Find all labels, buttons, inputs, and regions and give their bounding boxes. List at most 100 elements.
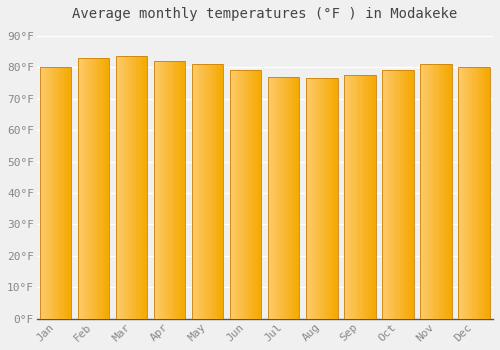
Bar	[65, 67, 66, 319]
Bar	[306, 78, 338, 319]
Bar	[116, 56, 117, 319]
Bar	[366, 75, 367, 319]
Bar	[400, 70, 401, 319]
Bar	[319, 78, 320, 319]
Bar	[344, 75, 345, 319]
Bar	[50, 67, 51, 319]
Bar	[451, 64, 452, 319]
Bar	[248, 70, 249, 319]
Bar	[425, 64, 426, 319]
Bar	[40, 67, 41, 319]
Bar	[154, 61, 155, 319]
Bar	[350, 75, 352, 319]
Bar	[447, 64, 448, 319]
Bar	[222, 64, 224, 319]
Bar	[108, 58, 110, 319]
Bar	[84, 58, 85, 319]
Bar	[433, 64, 434, 319]
Bar	[390, 70, 391, 319]
Bar	[321, 78, 322, 319]
Bar	[236, 70, 238, 319]
Bar	[58, 67, 59, 319]
Bar	[80, 58, 82, 319]
Bar	[298, 77, 300, 319]
Bar	[282, 77, 283, 319]
Bar	[406, 70, 408, 319]
Bar	[382, 70, 383, 319]
Bar	[326, 78, 328, 319]
Bar	[192, 64, 193, 319]
Bar	[411, 70, 412, 319]
Bar	[42, 67, 43, 319]
Bar	[315, 78, 316, 319]
Bar	[462, 67, 463, 319]
Bar	[215, 64, 216, 319]
Bar	[459, 67, 460, 319]
Bar	[156, 61, 158, 319]
Bar	[481, 67, 482, 319]
Bar	[196, 64, 197, 319]
Bar	[362, 75, 363, 319]
Bar	[131, 56, 132, 319]
Bar	[47, 67, 48, 319]
Bar	[79, 58, 80, 319]
Bar	[179, 61, 180, 319]
Bar	[120, 56, 121, 319]
Bar	[484, 67, 485, 319]
Bar	[55, 67, 56, 319]
Bar	[287, 77, 288, 319]
Bar	[219, 64, 220, 319]
Bar	[325, 78, 326, 319]
Bar	[78, 58, 79, 319]
Bar	[255, 70, 256, 319]
Bar	[312, 78, 314, 319]
Bar	[96, 58, 97, 319]
Bar	[121, 56, 122, 319]
Bar	[404, 70, 405, 319]
Bar	[158, 61, 159, 319]
Bar	[184, 61, 186, 319]
Bar	[118, 56, 120, 319]
Bar	[371, 75, 372, 319]
Bar	[358, 75, 359, 319]
Bar	[234, 70, 235, 319]
Bar	[334, 78, 335, 319]
Bar	[395, 70, 396, 319]
Bar	[68, 67, 69, 319]
Bar	[294, 77, 295, 319]
Bar	[332, 78, 333, 319]
Bar	[194, 64, 196, 319]
Bar	[125, 56, 126, 319]
Bar	[180, 61, 182, 319]
Bar	[60, 67, 61, 319]
Bar	[467, 67, 468, 319]
Bar	[239, 70, 240, 319]
Bar	[437, 64, 438, 319]
Bar	[252, 70, 253, 319]
Bar	[306, 78, 307, 319]
Bar	[54, 67, 55, 319]
Bar	[52, 67, 54, 319]
Bar	[94, 58, 96, 319]
Bar	[221, 64, 222, 319]
Bar	[408, 70, 409, 319]
Bar	[210, 64, 211, 319]
Bar	[130, 56, 131, 319]
Bar	[460, 67, 461, 319]
Bar	[279, 77, 280, 319]
Bar	[470, 67, 471, 319]
Bar	[359, 75, 360, 319]
Bar	[345, 75, 346, 319]
Bar	[169, 61, 170, 319]
Bar	[412, 70, 413, 319]
Bar	[354, 75, 356, 319]
Bar	[246, 70, 248, 319]
Bar	[291, 77, 292, 319]
Bar	[386, 70, 387, 319]
Bar	[364, 75, 366, 319]
Bar	[349, 75, 350, 319]
Bar	[201, 64, 202, 319]
Bar	[177, 61, 178, 319]
Bar	[124, 56, 125, 319]
Bar	[296, 77, 297, 319]
